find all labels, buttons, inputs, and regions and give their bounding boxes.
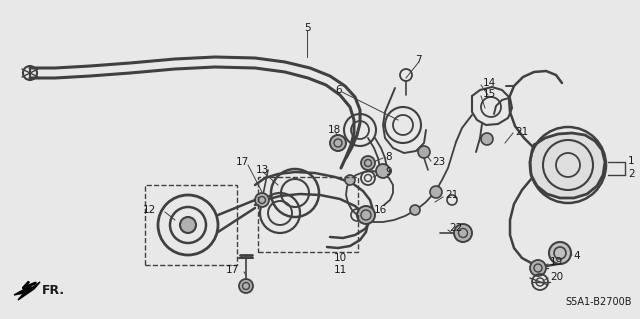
- Circle shape: [239, 279, 253, 293]
- Circle shape: [430, 186, 442, 198]
- Circle shape: [530, 260, 546, 276]
- Circle shape: [345, 175, 355, 185]
- Text: 1: 1: [628, 156, 635, 166]
- Text: 15: 15: [483, 89, 496, 99]
- Text: 9: 9: [385, 167, 392, 177]
- Circle shape: [255, 193, 269, 207]
- Text: S5A1-B2700B: S5A1-B2700B: [566, 297, 632, 307]
- Text: 14: 14: [483, 78, 496, 88]
- Text: 21: 21: [445, 190, 458, 200]
- Text: 7: 7: [415, 55, 422, 65]
- Text: 6: 6: [335, 85, 342, 95]
- Circle shape: [454, 224, 472, 242]
- Text: 17: 17: [236, 157, 249, 167]
- Circle shape: [410, 205, 420, 215]
- Polygon shape: [530, 133, 605, 198]
- Text: 11: 11: [334, 265, 348, 275]
- Text: 23: 23: [432, 157, 445, 167]
- Circle shape: [361, 156, 375, 170]
- Circle shape: [481, 133, 493, 145]
- Circle shape: [549, 242, 571, 264]
- Bar: [258, 177, 358, 252]
- Text: 10: 10: [334, 253, 347, 263]
- Text: 2: 2: [628, 169, 635, 179]
- Circle shape: [376, 164, 390, 178]
- Text: 20: 20: [550, 272, 563, 282]
- Text: 22: 22: [449, 223, 462, 233]
- Bar: [145, 185, 237, 265]
- Text: 13: 13: [256, 165, 269, 175]
- Circle shape: [418, 146, 430, 158]
- Text: 19: 19: [550, 257, 563, 267]
- Text: 17: 17: [226, 265, 239, 275]
- Text: 8: 8: [385, 152, 392, 162]
- Text: FR.: FR.: [42, 285, 65, 298]
- Text: 21: 21: [515, 127, 528, 137]
- Text: 18: 18: [328, 125, 341, 135]
- Text: 16: 16: [374, 205, 387, 215]
- Polygon shape: [14, 282, 40, 300]
- Text: 4: 4: [573, 251, 580, 261]
- Circle shape: [357, 206, 375, 224]
- Circle shape: [330, 135, 346, 151]
- Text: 12: 12: [143, 205, 156, 215]
- Text: 5: 5: [304, 23, 310, 33]
- Circle shape: [180, 217, 196, 233]
